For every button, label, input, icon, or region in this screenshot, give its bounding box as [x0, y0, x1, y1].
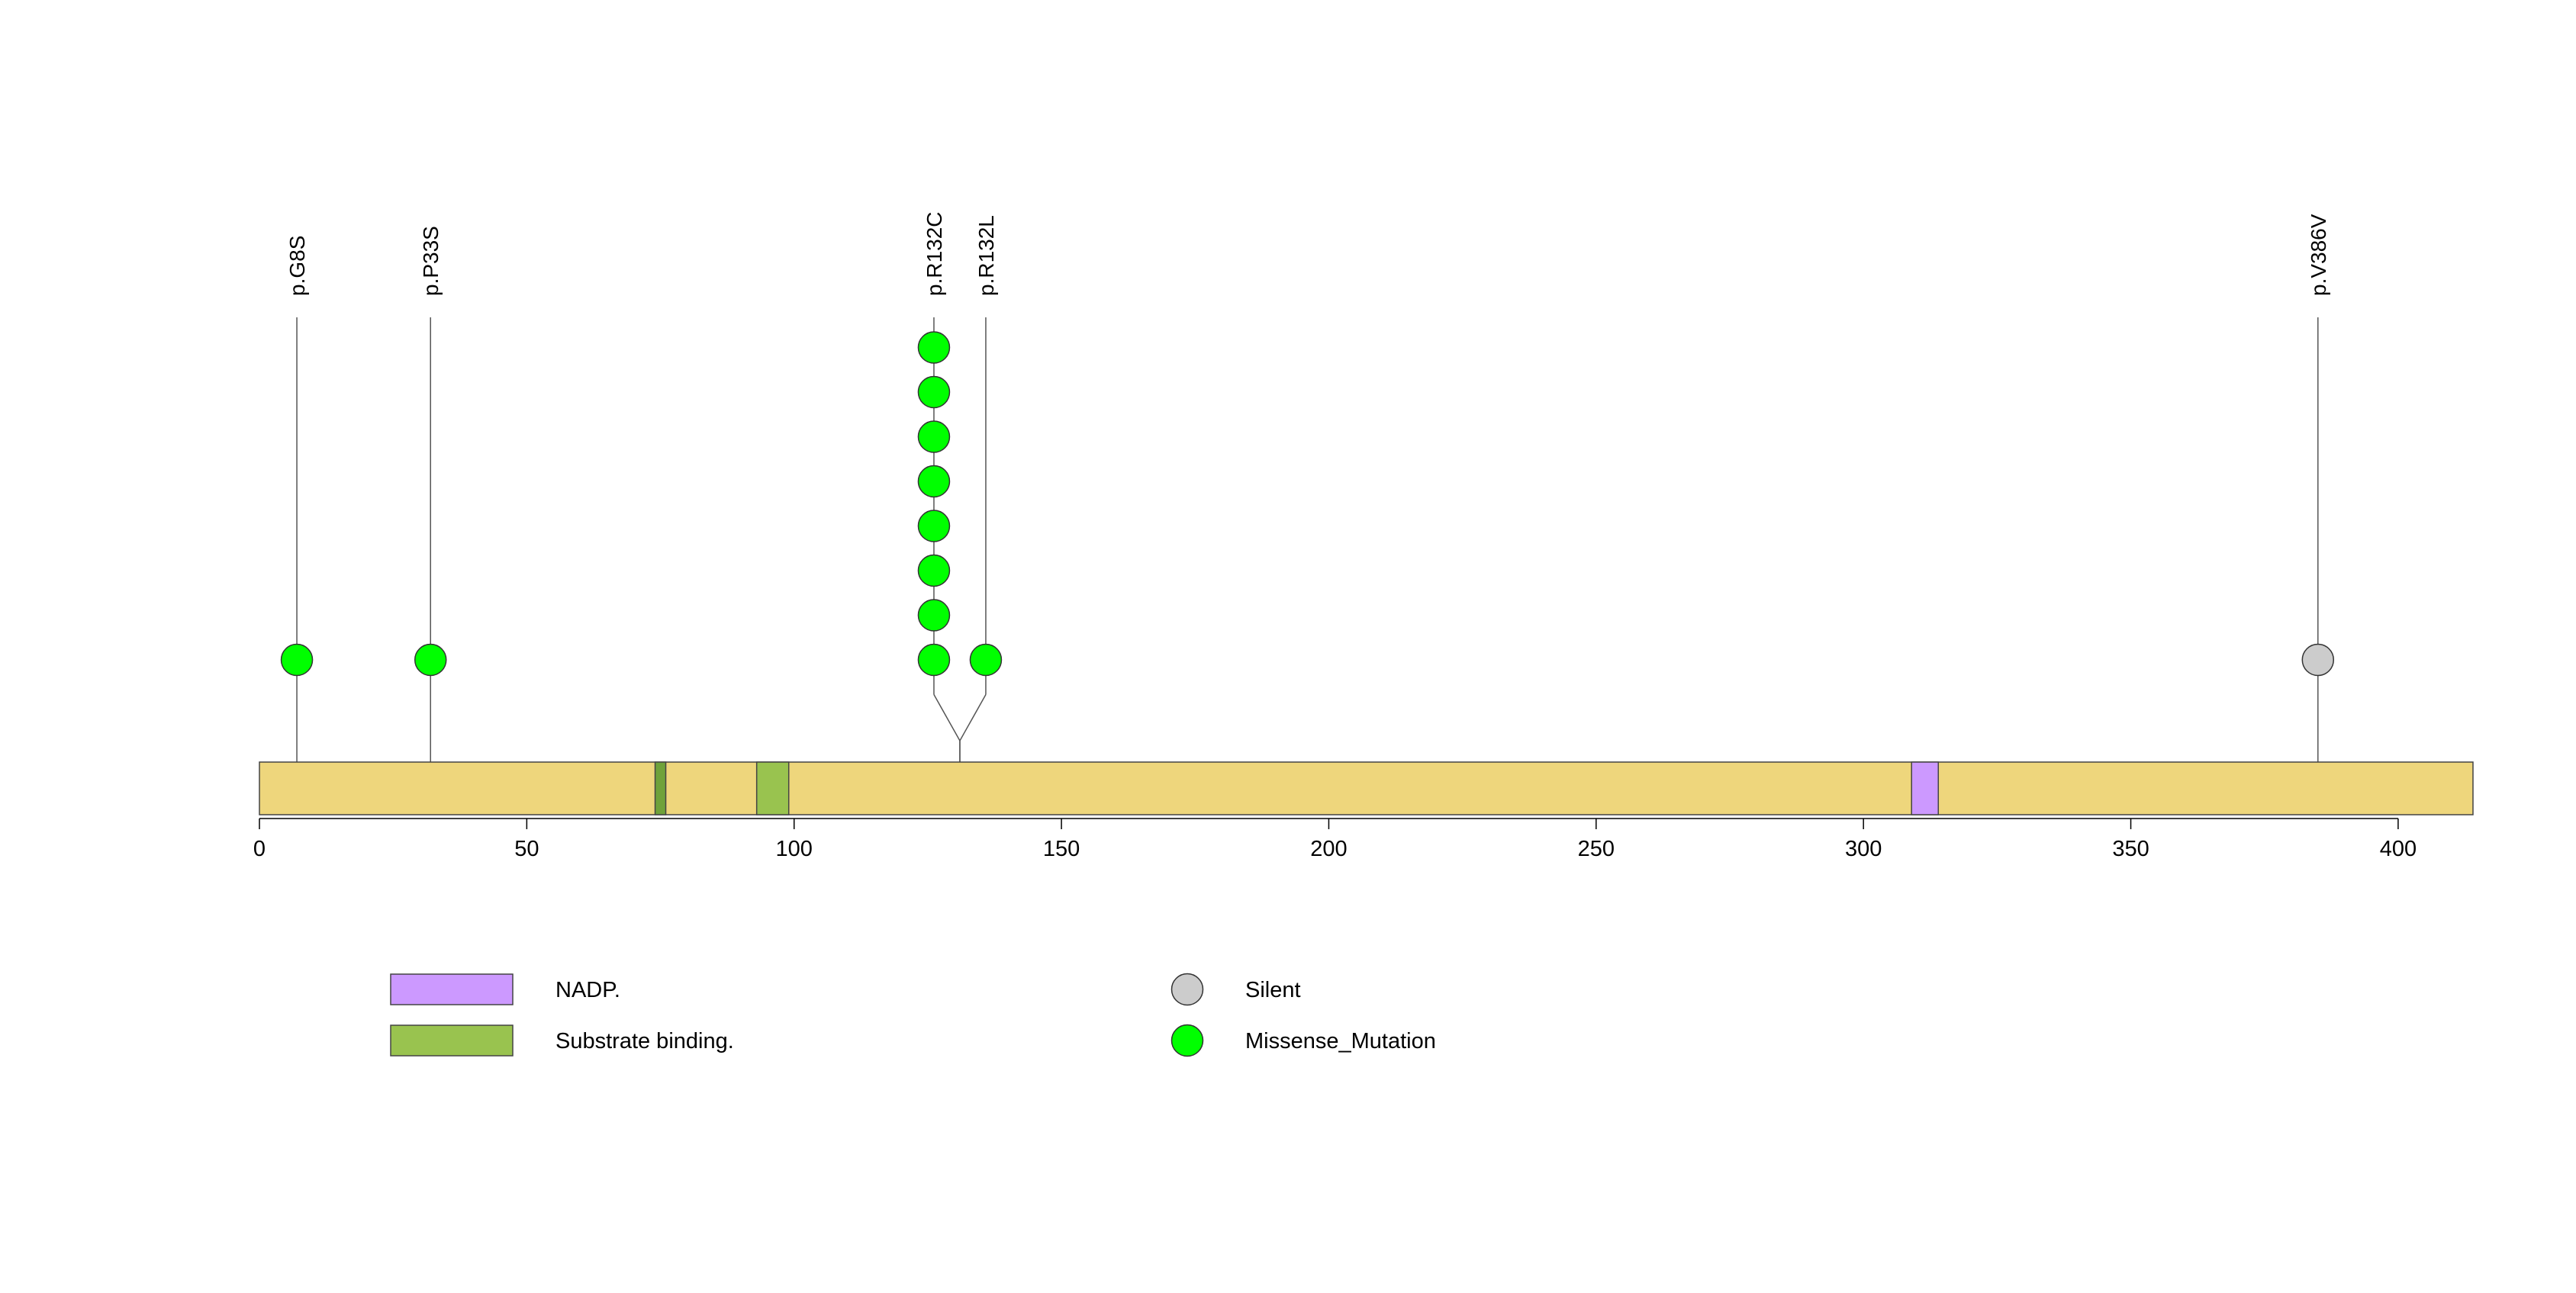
stem-connector-p-r132c [933, 694, 961, 741]
mutation-circle-p-r132c [917, 420, 951, 453]
stem-connector-p-r132l [959, 694, 987, 741]
legend-label-silent: Silent [1245, 978, 1301, 1002]
x-axis-tick-label: 300 [1845, 837, 1882, 861]
legend-label-substrate-binding: Substrate binding. [555, 1029, 734, 1053]
x-axis-tick-label: 400 [2380, 837, 2417, 861]
mutation-labels-layer: p.G8S p.P33S p.R132C p.R132L p.V386V [285, 211, 2330, 296]
mutation-circle-p-p33s [414, 643, 447, 677]
mutation-label-p-p33s: p.P33S [419, 226, 443, 296]
legend-label-missense-mutation: Missense_Mutation [1245, 1029, 1436, 1053]
x-axis-tick-label: 200 [1310, 837, 1347, 861]
protein-layer [259, 761, 2474, 815]
mutation-label-p-g8s: p.G8S [285, 236, 309, 296]
x-axis-tick-label: 50 [514, 837, 539, 861]
mutation-label-p-r132c: p.R132C [923, 211, 946, 296]
mutation-circle-p-r132c [917, 599, 951, 632]
x-axis-tick-label: 100 [776, 837, 813, 861]
mutation-circle-p-r132c [917, 375, 951, 409]
x-axis-tick-label: 350 [2112, 837, 2149, 861]
mutation-circle-p-r132l [969, 643, 1003, 677]
x-axis-tick-label: 250 [1578, 837, 1615, 861]
mutation-circle-p-r132c [917, 331, 951, 364]
domain-substrate-binding [654, 761, 667, 815]
mutation-circle-p-r132c [917, 554, 951, 587]
x-axis: 0 50 100 150 200 250 300 350 400 [253, 818, 2417, 861]
x-axis-tick-label: 0 [253, 837, 266, 861]
protein-backbone-bar [259, 761, 2474, 815]
domain-substrate-binding [755, 761, 790, 815]
legend-marker-missense-mutation [1170, 1024, 1204, 1057]
legend-marker-silent [1170, 973, 1204, 1006]
domain-nadp [1911, 761, 1940, 815]
mutation-circle-p-g8s [280, 643, 314, 677]
stems-layer [296, 317, 2319, 815]
mutation-circle-p-r132c [917, 465, 951, 498]
mutation-label-p-v386v: p.V386V [2307, 214, 2330, 296]
mutation-circles-layer [280, 331, 2335, 677]
mutation-circle-p-v386v [2301, 643, 2335, 677]
x-axis-tick-label: 150 [1043, 837, 1080, 861]
legend-label-nadp: NADP. [555, 978, 620, 1002]
mutation-circle-p-r132c [917, 510, 951, 542]
legend-swatch-substrate-binding [390, 1024, 514, 1057]
legend: NADP. Substrate binding. Silent Missense_Mu… [390, 973, 1436, 1057]
mutation-circle-p-r132c [917, 643, 951, 677]
legend-swatch-nadp [390, 973, 514, 1005]
mutation-label-p-r132l: p.R132L [974, 215, 998, 296]
